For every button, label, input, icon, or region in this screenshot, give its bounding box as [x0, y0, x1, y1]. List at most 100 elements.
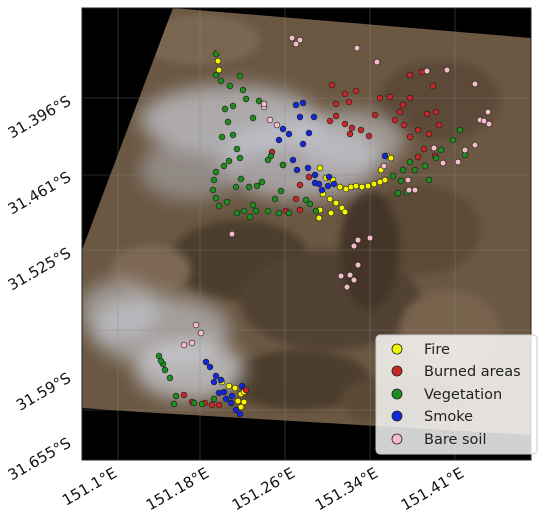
- vegetation-point: [253, 182, 261, 190]
- vegetation-point: [157, 357, 165, 365]
- smoke-point: [299, 140, 307, 148]
- bare-soil-point: [346, 271, 354, 279]
- x-tick-label: 151.26°E: [229, 464, 298, 514]
- smoke-point: [304, 164, 312, 172]
- burned-area-point: [365, 132, 373, 140]
- burned-area-point: [296, 181, 304, 189]
- vegetation-point: [212, 50, 220, 58]
- smoke-point: [236, 410, 244, 418]
- burned-area-point: [341, 120, 349, 128]
- bare-soil-point: [404, 176, 412, 184]
- burned-area-point: [406, 133, 414, 141]
- fire-point: [326, 195, 334, 203]
- burned-area-point: [242, 386, 250, 394]
- vegetation-point: [212, 71, 220, 79]
- smoke-point: [210, 378, 218, 386]
- burned-area-point: [423, 110, 431, 118]
- bare-soil-point: [188, 339, 196, 347]
- legend-marker: [391, 388, 403, 400]
- legend-entry-fire: Fire: [391, 342, 450, 358]
- bare-soil-point: [197, 329, 205, 337]
- bare-soil-point: [350, 242, 358, 250]
- x-tick-label: 151.18°E: [143, 464, 212, 514]
- y-tick-label: 31.525°S: [5, 244, 74, 294]
- burned-area-point: [180, 391, 188, 399]
- vegetation-point: [421, 162, 429, 170]
- fire-point: [387, 154, 395, 162]
- vegetation-point: [232, 183, 240, 191]
- burned-area-point: [406, 71, 414, 79]
- vegetation-point: [229, 131, 237, 139]
- smoke-point: [206, 363, 214, 371]
- vegetation-point: [394, 189, 402, 197]
- vegetation-point: [252, 207, 260, 215]
- burned-area-point: [352, 87, 360, 95]
- smoke-point: [299, 99, 307, 107]
- burned-area-point: [391, 116, 399, 124]
- burned-area-point: [305, 173, 313, 181]
- fire-point: [364, 182, 372, 190]
- vegetation-point: [240, 207, 248, 215]
- fire-point: [358, 183, 366, 191]
- bare-soil-point: [266, 116, 274, 124]
- vegetation-point: [212, 194, 220, 202]
- burned-area-point: [386, 93, 394, 101]
- burned-area-point: [371, 111, 379, 119]
- legend-marker: [391, 365, 403, 377]
- vegetation-point: [210, 176, 218, 184]
- smoke-point: [202, 358, 210, 366]
- smoke-point: [222, 395, 230, 403]
- vegetation-point: [236, 72, 244, 80]
- bare-soil-point: [443, 66, 451, 74]
- x-axis: 151.1°E 151.18°E 151.26°E 151.34°E 151.4…: [59, 464, 467, 514]
- vegetation-point: [223, 198, 231, 206]
- smoke-point: [228, 392, 236, 400]
- vegetation-point: [411, 166, 419, 174]
- smoke-point: [310, 113, 318, 121]
- burned-area-point: [435, 121, 443, 129]
- bare-soil-point: [343, 283, 351, 291]
- bare-soil-point: [350, 276, 358, 284]
- vegetation-point: [225, 157, 233, 165]
- burned-area-point: [326, 117, 334, 125]
- map-border: [81, 7, 532, 461]
- bare-soil-point: [354, 261, 362, 269]
- bare-soil-point: [471, 80, 479, 88]
- legend-marker: [391, 410, 403, 422]
- smoke-point: [330, 180, 338, 188]
- burned-area-point: [399, 101, 407, 109]
- bare-soil-point: [485, 120, 493, 128]
- fire-point: [316, 164, 324, 172]
- smoke-point: [285, 130, 293, 138]
- bare-soil-point: [380, 162, 388, 170]
- fire-point: [352, 182, 360, 190]
- burned-area-point: [429, 82, 437, 90]
- y-axis: 31.396°S 31.461°S 31.525°S 31.59°S 31.65…: [5, 92, 74, 484]
- smoke-point: [227, 399, 235, 407]
- vegetation-point: [209, 186, 217, 194]
- bare-soil-point: [366, 234, 374, 242]
- burned-area-point: [396, 108, 404, 116]
- bare-soil-point: [337, 272, 345, 280]
- y-tick-label: 31.461°S: [5, 168, 74, 218]
- burned-area-point: [345, 98, 353, 106]
- burned-area-point: [420, 145, 428, 153]
- vegetation-point: [397, 177, 405, 185]
- vegetation-point: [218, 133, 226, 141]
- vegetation-point: [302, 196, 310, 204]
- bare-soil-point: [439, 159, 447, 167]
- vegetation-point: [246, 213, 254, 221]
- burned-area-point: [292, 195, 300, 203]
- bare-soil-point: [180, 341, 188, 349]
- smoke-point: [311, 171, 319, 179]
- bare-soil-point: [354, 236, 362, 244]
- vegetation-point: [312, 207, 320, 215]
- bare-soil-point: [260, 100, 268, 108]
- smoke-point: [289, 156, 297, 164]
- bare-soil-point: [296, 36, 304, 44]
- fire-point: [332, 199, 340, 207]
- legend-label: Burned areas: [424, 364, 521, 380]
- vegetation-point: [432, 154, 440, 162]
- legend-label: Bare soil: [424, 432, 487, 448]
